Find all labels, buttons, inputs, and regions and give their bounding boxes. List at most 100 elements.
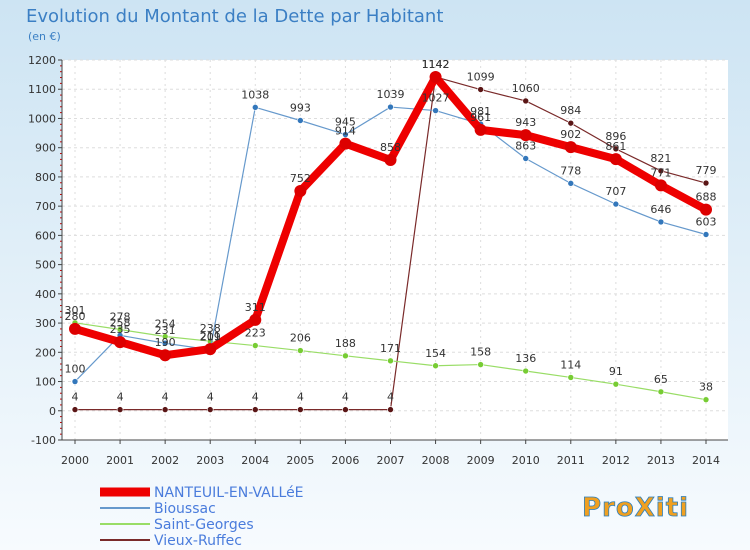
data-point-bioussac: [161, 339, 169, 347]
x-tick-label: 2004: [241, 454, 269, 467]
y-tick-label: 200: [35, 346, 56, 359]
y-tick-label: 500: [35, 259, 56, 272]
data-label-saint-georges: 91: [609, 365, 623, 378]
data-point-vieux-ruffec: [251, 406, 259, 413]
data-label-nanteuil-en-vall-e: 858: [380, 141, 401, 154]
data-label-vieux-ruffec: 821: [650, 152, 671, 165]
data-label-vieux-ruffec: 4: [297, 391, 304, 404]
data-point-bioussac: [657, 218, 665, 226]
data-point-nanteuil-en-vall-e: [159, 349, 172, 362]
data-label-bioussac: 100: [65, 363, 86, 376]
data-point-saint-georges: [612, 380, 620, 388]
data-point-nanteuil-en-vall-e: [384, 153, 397, 166]
data-point-saint-georges: [567, 374, 575, 381]
data-point-nanteuil-en-vall-e: [339, 137, 352, 150]
data-label-bioussac: 863: [515, 140, 536, 153]
data-point-bioussac: [432, 107, 439, 114]
data-label-vieux-ruffec: 4: [387, 391, 394, 404]
data-label-saint-georges: 65: [654, 373, 668, 386]
data-point-bioussac: [251, 104, 259, 111]
data-label-saint-georges: 171: [380, 342, 401, 355]
legend: NANTEUIL-EN-VALLéEBioussacSaint-GeorgesV…: [100, 485, 304, 549]
data-label-vieux-ruffec: 4: [117, 391, 124, 404]
data-label-saint-georges: 136: [515, 352, 536, 365]
y-tick-label: 1000: [28, 112, 56, 125]
data-point-nanteuil-en-vall-e: [564, 141, 577, 154]
data-label-saint-georges: 38: [699, 381, 713, 394]
chart-title: Evolution du Montant de la Dette par Hab…: [26, 6, 443, 27]
data-point-nanteuil-en-vall-e: [69, 322, 81, 335]
y-tick-label: 900: [35, 142, 56, 155]
y-tick-label: -100: [31, 434, 56, 447]
data-point-nanteuil-en-vall-e: [294, 184, 307, 197]
data-point-nanteuil-en-vall-e: [474, 123, 487, 136]
data-point-nanteuil-en-vall-e: [700, 203, 712, 216]
data-label-bioussac: 993: [290, 102, 311, 115]
data-label-saint-georges: 238: [200, 322, 221, 335]
data-point-nanteuil-en-vall-e: [249, 313, 262, 326]
data-point-vieux-ruffec: [702, 179, 710, 187]
data-label-vieux-ruffec: 1142: [422, 58, 450, 71]
data-label-nanteuil-en-vall-e: 311: [245, 301, 266, 314]
x-tick-label: 2006: [331, 454, 359, 467]
data-label-bioussac: 707: [605, 185, 626, 198]
data-point-saint-georges: [387, 357, 394, 365]
data-label-saint-georges: 223: [245, 327, 266, 340]
data-point-bioussac: [342, 131, 349, 138]
data-label-nanteuil-en-vall-e: 752: [290, 172, 311, 185]
data-label-vieux-ruffec: 896: [605, 130, 626, 143]
data-label-vieux-ruffec: 4: [252, 391, 259, 404]
data-label-saint-georges: 154: [425, 347, 446, 360]
data-label-saint-georges: 278: [110, 311, 131, 324]
data-point-saint-georges: [161, 333, 169, 340]
data-label-saint-georges: 158: [470, 346, 491, 359]
data-label-vieux-ruffec: 4: [342, 391, 349, 404]
data-label-saint-georges: 188: [335, 337, 356, 350]
data-point-saint-georges: [251, 342, 259, 349]
data-point-vieux-ruffec: [206, 406, 214, 413]
data-point-saint-georges: [297, 347, 304, 354]
x-tick-label: 2012: [602, 454, 630, 467]
y-tick-label: 700: [35, 200, 56, 213]
data-point-vieux-ruffec: [71, 406, 79, 413]
data-point-bioussac: [612, 200, 620, 208]
data-label-bioussac: 981: [470, 105, 491, 118]
x-tick-label: 2010: [512, 454, 540, 467]
y-tick-label: 100: [35, 376, 56, 389]
data-point-bioussac: [567, 180, 575, 187]
data-label-bioussac: 231: [155, 324, 176, 337]
data-point-saint-georges: [342, 352, 349, 360]
data-point-bioussac: [522, 155, 530, 162]
data-label-vieux-ruffec: 1060: [512, 82, 540, 95]
data-label-vieux-ruffec: 4: [72, 391, 79, 404]
data-point-vieux-ruffec: [612, 145, 620, 153]
data-label-nanteuil-en-vall-e: 861: [605, 140, 626, 153]
data-label-nanteuil-en-vall-e: 771: [650, 166, 671, 179]
data-label-vieux-ruffec: 4: [162, 391, 169, 404]
data-point-nanteuil-en-vall-e: [519, 129, 532, 142]
x-tick-label: 2003: [196, 454, 224, 467]
data-point-vieux-ruffec: [116, 406, 124, 413]
data-point-vieux-ruffec: [387, 406, 394, 413]
y-tick-label: 600: [35, 229, 56, 242]
data-label-saint-georges: 254: [155, 318, 176, 331]
data-point-nanteuil-en-vall-e: [429, 70, 442, 83]
data-point-bioussac: [702, 231, 710, 238]
legend-label-bioussac: Bioussac: [154, 501, 216, 517]
data-label-nanteuil-en-vall-e: 280: [65, 310, 86, 323]
legend-label-nanteuil-en-vall-e: NANTEUIL-EN-VALLéE: [154, 485, 304, 501]
data-label-nanteuil-en-vall-e: 902: [560, 128, 581, 141]
data-label-saint-georges: 206: [290, 332, 311, 345]
y-tick-label: 1200: [28, 54, 56, 67]
data-point-vieux-ruffec: [297, 406, 304, 413]
data-point-saint-georges: [702, 396, 710, 403]
data-point-vieux-ruffec: [342, 406, 349, 413]
data-label-bioussac: 258: [110, 316, 131, 329]
x-tick-label: 2007: [377, 454, 405, 467]
data-label-nanteuil-en-vall-e: 943: [515, 116, 536, 129]
data-label-bioussac: 1039: [377, 88, 405, 101]
logo-text: ProXiti: [582, 493, 689, 523]
data-point-saint-georges: [477, 361, 484, 368]
